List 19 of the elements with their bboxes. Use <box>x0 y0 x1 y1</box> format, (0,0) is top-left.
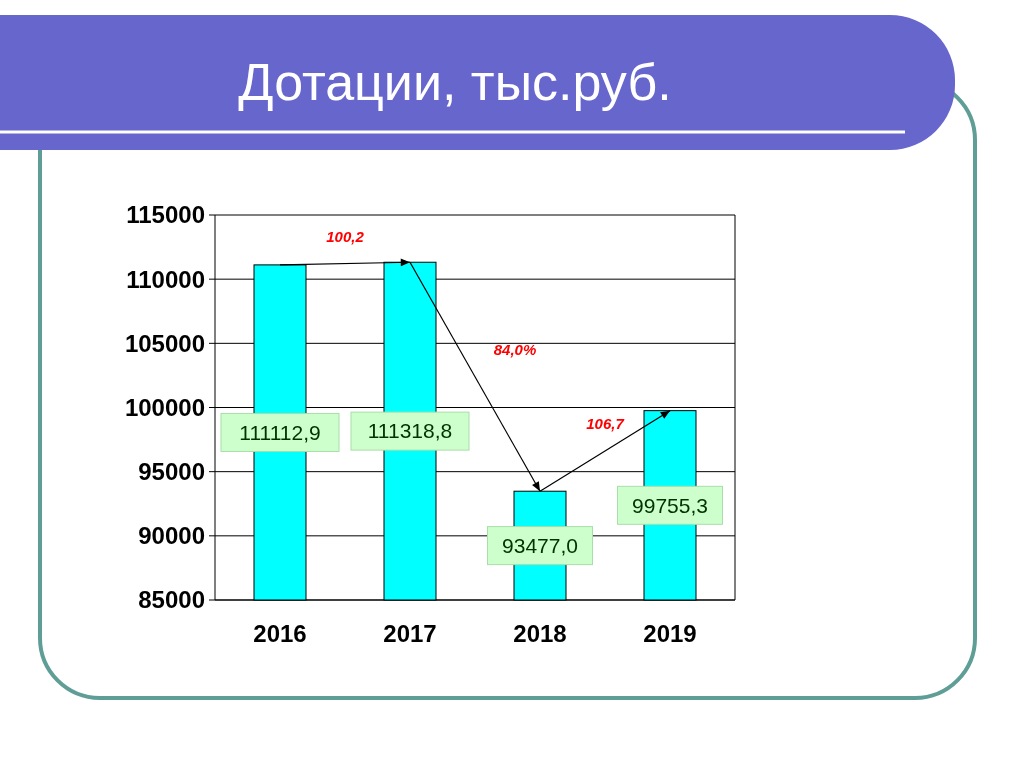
x-tick-label: 2019 <box>643 620 697 647</box>
data-label: 99755,3 <box>632 493 708 517</box>
x-tick-label: 2016 <box>253 620 307 647</box>
chart-title: Дотации, тыс.руб. <box>238 53 672 111</box>
y-tick-label: 115000 <box>126 201 205 229</box>
data-label: 93477,0 <box>502 533 578 557</box>
y-tick-label: 110000 <box>126 265 205 293</box>
annotation: 100,2 <box>326 227 365 245</box>
y-tick-label: 95000 <box>138 458 205 486</box>
annotation: 106,7 <box>586 414 625 432</box>
y-tick-label: 90000 <box>138 522 205 550</box>
y-tick-label: 85000 <box>138 586 205 614</box>
data-label: 111318,8 <box>367 419 453 443</box>
data-label: 111112,9 <box>239 420 321 444</box>
annotation: 84,0% <box>493 340 537 358</box>
y-tick-label: 100000 <box>124 393 205 421</box>
x-tick-label: 2017 <box>383 620 437 647</box>
y-tick-label: 105000 <box>124 329 205 357</box>
x-tick-label: 2018 <box>513 620 567 647</box>
